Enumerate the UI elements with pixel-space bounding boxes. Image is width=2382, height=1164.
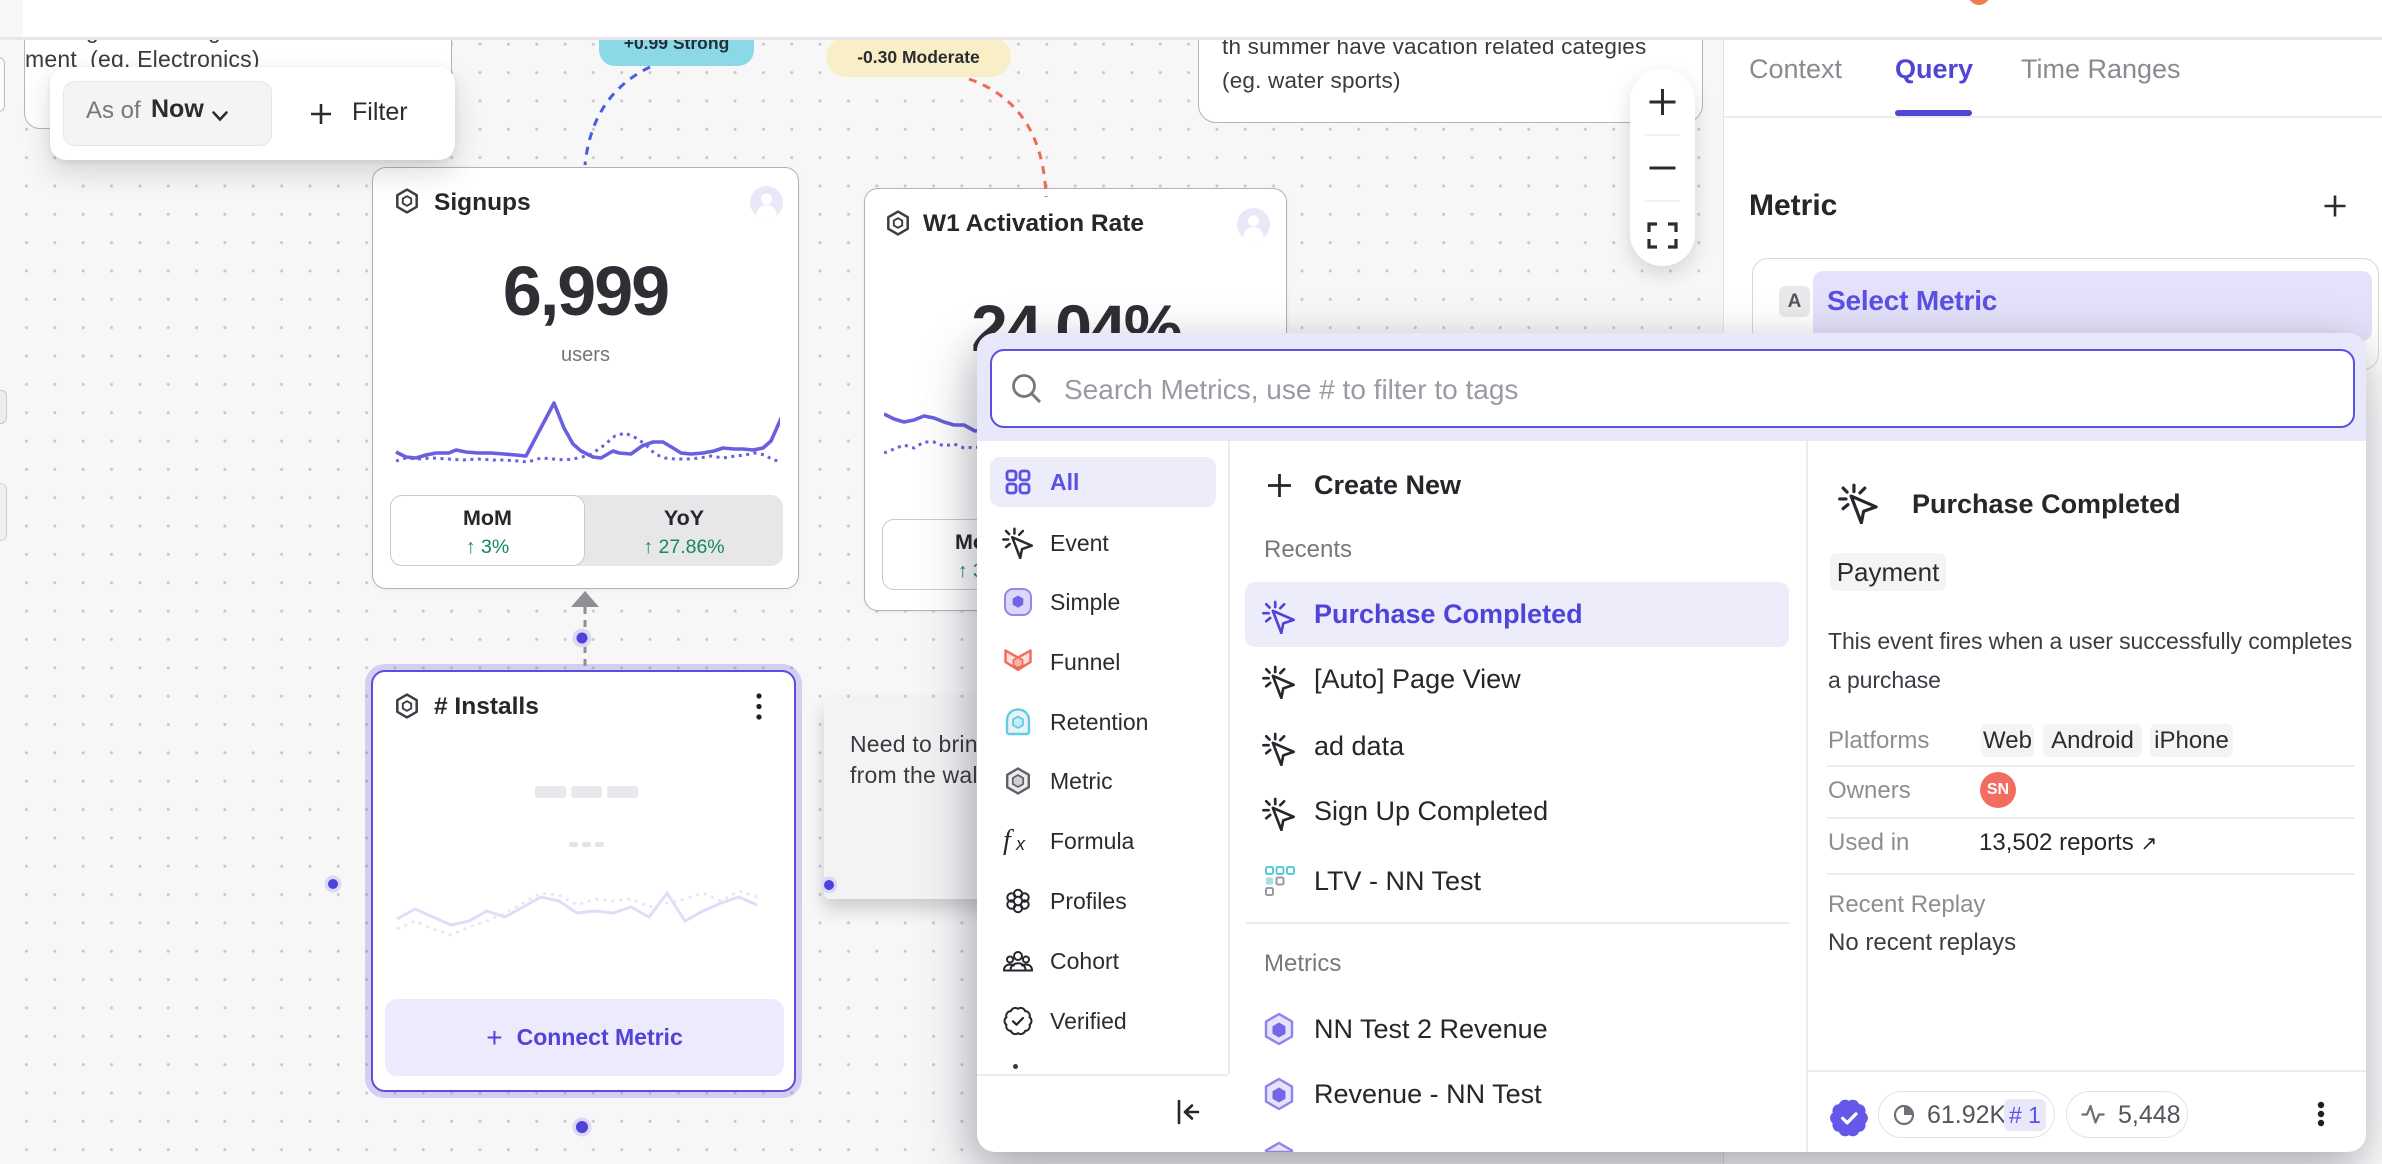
svg-text:x: x <box>1015 834 1026 854</box>
svg-text:f: f <box>1003 825 1014 856</box>
